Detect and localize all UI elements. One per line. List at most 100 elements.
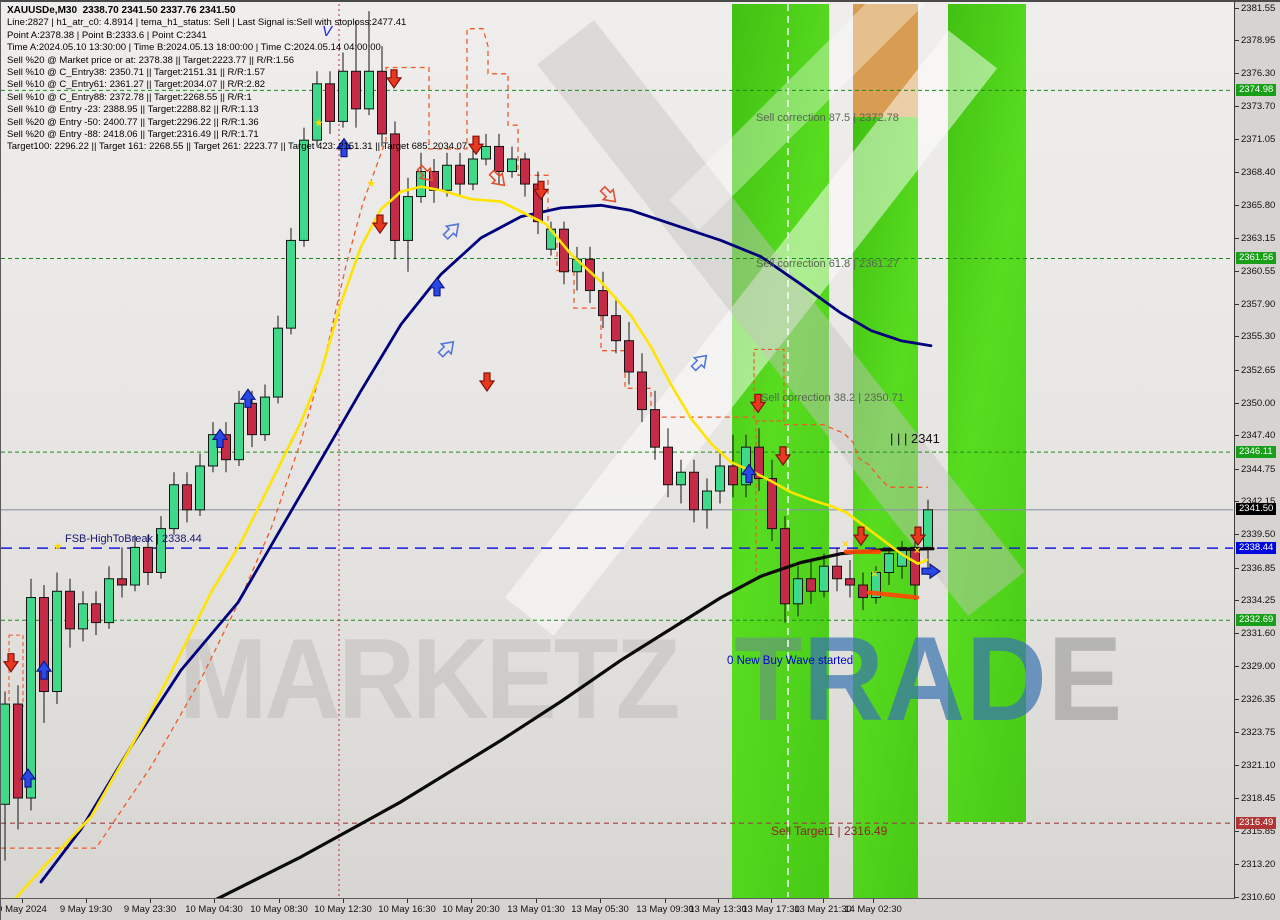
price-tick-label: 2336.85 xyxy=(1241,562,1276,574)
price-tick-mark xyxy=(1235,139,1239,141)
price-tick-mark xyxy=(1235,172,1239,174)
candlestick xyxy=(91,591,101,636)
price-tick-mark xyxy=(1235,600,1239,602)
up-right-arrow-icon xyxy=(442,223,460,241)
star-marker-icon: ★ xyxy=(366,178,376,190)
candle-body xyxy=(364,70,374,110)
candle-body xyxy=(598,290,608,317)
candle-body xyxy=(689,471,699,511)
time-tick-mark xyxy=(22,899,23,903)
buy-arrow-icon xyxy=(35,660,53,680)
down-right-arrow-icon xyxy=(599,185,617,203)
sell-arrow-icon xyxy=(467,135,485,156)
time-axis[interactable]: 9 May 2024 9 May 19:30 9 May 23:30 10 May 0… xyxy=(1,899,1235,920)
price-level-badge: 2338.44 xyxy=(1236,541,1277,554)
candlestick xyxy=(234,390,244,466)
time-tick-mark xyxy=(214,899,215,903)
price-tick-mark xyxy=(1235,7,1239,9)
info-line-entry61: Sell %10 @ C_Entry61: 2361.27 || Target:… xyxy=(7,79,266,91)
candle-body xyxy=(637,371,647,411)
candle-body xyxy=(208,434,218,467)
info-line-targets: Target100: 2296.22 || Target 161: 2268.5… xyxy=(7,141,468,153)
up-right-arrow-icon xyxy=(690,354,708,372)
candle-body xyxy=(156,528,166,573)
time-tick-label: 14 May 02:30 xyxy=(844,904,902,915)
price-tick-mark xyxy=(1235,40,1239,42)
candle-body xyxy=(65,590,75,630)
price-tick-mark xyxy=(1235,896,1239,898)
candle-body xyxy=(624,340,634,373)
candle-body xyxy=(26,597,36,799)
down-right-arrow-icon xyxy=(416,164,434,182)
price-tick-label: 2344.75 xyxy=(1241,463,1276,475)
candlestick xyxy=(559,221,569,285)
info-line-entry38: Sell %10 @ C_Entry38: 2350.71 || Target:… xyxy=(7,67,266,79)
price-tick-label: 2352.65 xyxy=(1241,364,1276,376)
buy-arrow-icon xyxy=(19,767,37,788)
candlestick xyxy=(273,315,283,404)
time-tick-mark xyxy=(665,899,666,903)
price-tick-label: 2376.30 xyxy=(1241,68,1276,80)
price-tick-mark xyxy=(1235,303,1239,305)
candle-body xyxy=(312,83,322,141)
candlestick xyxy=(715,453,725,504)
sell-arrow-icon xyxy=(478,372,496,393)
candlestick xyxy=(481,133,491,166)
candlestick xyxy=(884,547,894,586)
price-tick-mark xyxy=(1235,204,1239,206)
price-tick-mark xyxy=(1235,501,1239,503)
candle-body xyxy=(273,327,283,398)
continuation-arrow-icon xyxy=(921,563,942,580)
candle-body xyxy=(728,465,738,486)
candle-body xyxy=(715,465,725,492)
price-axis[interactable]: 2381.55 2378.95 2376.30 2373.70 2371.05 2368.… xyxy=(1235,2,1280,903)
info-line-entry-23: Sell %10 @ Entry -23: 2388.95 || Target:… xyxy=(7,104,259,116)
candlestick xyxy=(260,384,270,441)
label-sell-correction-618: Sell correction 61.8 | 2361.27 xyxy=(756,258,899,270)
candle-body xyxy=(325,83,335,122)
candle-body xyxy=(91,603,101,624)
candlestick xyxy=(611,296,621,354)
candlestick xyxy=(325,71,335,134)
candlestick xyxy=(468,146,478,191)
candle-body xyxy=(143,546,153,573)
price-tick-label: 2365.80 xyxy=(1241,199,1276,211)
time-tick-label: 9 May 23:30 xyxy=(123,904,177,915)
price-tick-label: 2360.55 xyxy=(1241,265,1276,277)
candle-body xyxy=(494,145,504,173)
price-tick-label: 2318.45 xyxy=(1241,793,1276,805)
chart-title-ohlc: XAUUSDe,M30 2338.70 2341.50 2337.76 2341… xyxy=(7,5,236,16)
price-level-badge: 2316.49 xyxy=(1236,816,1277,829)
candle-body xyxy=(416,171,426,198)
candlestick xyxy=(663,428,673,498)
chart-plot-area[interactable]: MARKETZ TRADE ★ ★ ★ × × × XAUUSDe,M30 2338.70… xyxy=(1,2,1235,899)
candle-body xyxy=(78,603,88,630)
sell-arrow-icon xyxy=(385,69,403,89)
candlestick xyxy=(767,459,777,542)
candlestick xyxy=(429,158,439,203)
candlestick xyxy=(819,553,829,598)
price-tick-mark xyxy=(1235,105,1239,107)
candlestick xyxy=(637,353,647,423)
candlestick xyxy=(442,152,452,197)
candle-body xyxy=(507,158,517,173)
price-tick-mark xyxy=(1235,764,1239,766)
candlestick xyxy=(286,227,296,335)
price-level-badge: 2332.69 xyxy=(1236,613,1277,626)
info-line-times: Time A:2024.05.10 13:30:00 | Time B:2024… xyxy=(7,42,381,54)
candlestick xyxy=(793,566,803,617)
time-tick-label: 13 May 17:30 xyxy=(742,904,800,915)
buy-arrow-icon xyxy=(211,428,229,448)
watermark-trade-letter: E xyxy=(1047,612,1124,746)
time-tick-label: 9 May 19:30 xyxy=(59,904,113,915)
price-tick-mark xyxy=(1235,534,1239,536)
time-tick-label: 13 May 05:30 xyxy=(571,904,629,915)
price-tick-mark xyxy=(1235,435,1239,437)
candlestick xyxy=(65,578,75,648)
candlestick xyxy=(195,453,205,517)
candle-body xyxy=(390,133,400,241)
candlestick xyxy=(364,11,374,116)
candlestick xyxy=(1,691,10,861)
candlestick xyxy=(403,177,413,272)
candle-body xyxy=(299,139,309,241)
